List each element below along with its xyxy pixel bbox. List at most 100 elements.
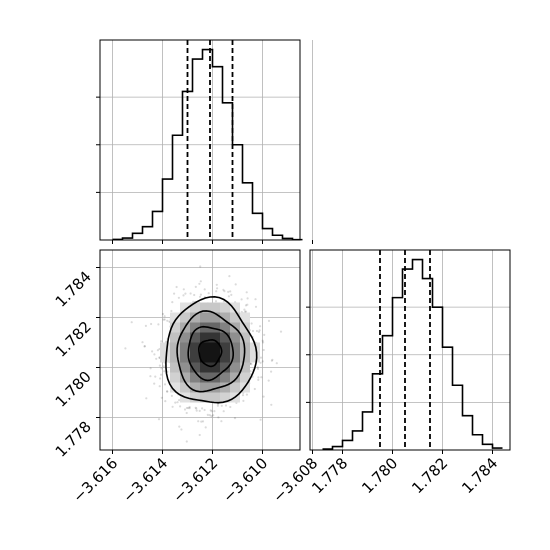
scatter-point xyxy=(199,265,202,268)
scatter-point xyxy=(267,379,270,382)
scatter-point xyxy=(160,340,163,343)
scatter-point xyxy=(130,321,133,324)
scatter-point xyxy=(250,363,253,366)
x-tick-label: 1.784 xyxy=(458,454,501,497)
scatter-point xyxy=(198,409,201,412)
density-cell xyxy=(240,372,250,383)
density-cell xyxy=(220,362,230,373)
density-cell xyxy=(220,352,230,363)
density-cell xyxy=(180,342,190,353)
scatter-point xyxy=(171,405,174,408)
scatter-point xyxy=(185,411,188,415)
density-cell xyxy=(220,302,230,313)
scatter-point xyxy=(144,324,147,327)
scatter-point xyxy=(244,304,248,307)
scatter-point xyxy=(171,301,174,304)
scatter-point xyxy=(157,418,161,421)
scatter-point xyxy=(183,408,187,411)
scatter-point xyxy=(189,292,192,295)
scatter-point xyxy=(251,329,255,333)
scatter-point xyxy=(227,290,230,293)
scatter-point xyxy=(163,370,166,373)
density-cell xyxy=(160,352,170,363)
scatter-point xyxy=(160,367,163,370)
scatter-point xyxy=(170,394,173,397)
scatter-point xyxy=(203,408,206,412)
scatter-point xyxy=(177,296,180,299)
scatter-point xyxy=(267,319,271,322)
density-cells xyxy=(160,302,260,403)
scatter-point xyxy=(158,385,161,388)
scatter-point xyxy=(187,406,190,410)
panel-frame xyxy=(99,249,301,451)
scatter-point xyxy=(153,353,156,356)
histogram-panel-y: 1.778 1.780 1.782 1.784 xyxy=(306,249,511,497)
scatter-point xyxy=(166,390,169,393)
scatter-point xyxy=(279,330,283,333)
density-cell xyxy=(200,352,210,363)
density-cell xyxy=(250,342,260,353)
scatter-point xyxy=(188,407,191,410)
density-cell xyxy=(190,302,200,313)
y-tick-label: 1.784 xyxy=(52,268,95,311)
scatter-point xyxy=(256,367,260,370)
density-cell xyxy=(210,332,220,343)
density-cell xyxy=(200,382,210,393)
scatter-point xyxy=(192,300,195,303)
density-cell xyxy=(200,332,210,343)
scatter-point xyxy=(151,350,154,353)
density-cell xyxy=(200,302,210,313)
density-cell xyxy=(230,352,240,363)
density-cell xyxy=(230,372,240,383)
scatter-point xyxy=(180,428,183,431)
scatter-point xyxy=(158,364,161,367)
density-cell xyxy=(170,312,180,323)
density-cell xyxy=(220,322,230,333)
scatter-point xyxy=(143,345,146,348)
scatter-point xyxy=(222,288,225,291)
density-cell xyxy=(180,332,190,343)
scatter-point xyxy=(223,290,226,293)
density-cell xyxy=(210,362,220,373)
scatter-point xyxy=(210,415,213,418)
scatter-point xyxy=(246,297,249,300)
density-cell xyxy=(210,352,220,363)
scatter-point xyxy=(241,394,245,397)
scatter-point xyxy=(230,293,233,296)
scatter-point xyxy=(220,420,223,423)
contour-line xyxy=(198,338,223,368)
scatter-point xyxy=(243,308,246,311)
scatter-point xyxy=(156,349,159,352)
scatter-point xyxy=(194,406,197,409)
scatter-point xyxy=(203,288,206,291)
scatter-point xyxy=(257,330,260,333)
scatter-point xyxy=(141,341,144,344)
scatter-point xyxy=(262,395,265,398)
scatter-point xyxy=(216,404,219,407)
density-cell xyxy=(220,332,230,343)
density-cell xyxy=(180,302,190,313)
x-tick-label: −3.616 xyxy=(69,454,121,506)
density-cell xyxy=(200,312,210,323)
scatter-point xyxy=(193,293,196,297)
scatter-point xyxy=(228,275,231,278)
scatter-point xyxy=(198,295,202,298)
scatter-point xyxy=(157,323,160,326)
scatter-point xyxy=(161,312,165,316)
density-cell xyxy=(220,392,230,403)
scatter-point xyxy=(227,295,230,298)
panel-frame xyxy=(99,39,301,241)
scatter-point xyxy=(217,416,220,419)
density-cell xyxy=(230,312,240,323)
scatter-point xyxy=(143,345,146,348)
scatter-point xyxy=(254,305,258,308)
density-cell xyxy=(200,362,210,373)
contour-line xyxy=(187,325,234,382)
density-cell xyxy=(220,382,230,393)
scatter-point xyxy=(174,401,177,404)
scatter-point xyxy=(259,325,262,328)
scatter-point xyxy=(215,290,218,293)
density-cell xyxy=(190,352,200,363)
scatter-point xyxy=(261,339,264,342)
density-cell xyxy=(200,392,210,403)
